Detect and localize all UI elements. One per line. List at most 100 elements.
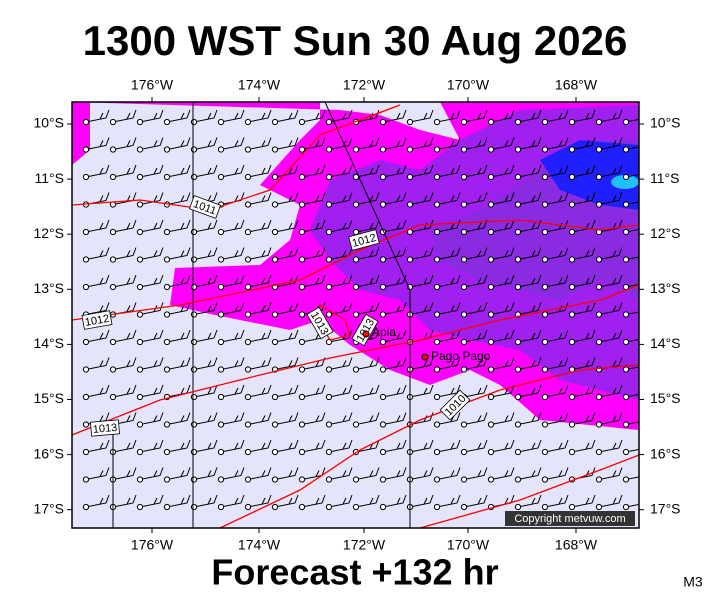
wind-barb [625, 311, 639, 315]
barb-station [433, 476, 441, 483]
subtitle: Forecast +132 hr [211, 552, 498, 593]
barb-station [433, 448, 441, 456]
barb-station [271, 228, 279, 236]
barb-station [595, 476, 603, 483]
wind-barb [409, 274, 434, 288]
isobar-label: 1012 [348, 229, 380, 251]
apia-marker [362, 330, 370, 338]
barb-station [460, 338, 468, 346]
lat-label: 15°S [33, 390, 64, 406]
lat-label: 17°S [650, 500, 681, 516]
barb-station [568, 256, 576, 263]
wind-barb [382, 494, 407, 508]
wind-barb [166, 274, 191, 288]
barb-station [244, 503, 252, 511]
wind-barb [301, 412, 326, 425]
map-frame [71, 101, 640, 529]
isobar-label: 1013 [90, 419, 120, 437]
wind-barb [112, 274, 137, 288]
wind-barb [517, 357, 542, 370]
wind-barb [625, 173, 639, 178]
barb-station [622, 173, 630, 181]
barb-station [433, 503, 441, 511]
barb-station [514, 146, 522, 153]
wind-barb [544, 219, 569, 233]
barb-station [433, 146, 441, 153]
barb-station [136, 476, 144, 483]
place-label: Apia [372, 325, 396, 339]
barb-station [352, 201, 360, 208]
wind-barb [85, 302, 110, 315]
wind-barb [193, 247, 218, 260]
barb-station [163, 283, 171, 291]
wind-barb [490, 274, 515, 288]
barb-station [460, 173, 468, 181]
barb-station [460, 201, 468, 208]
barb-station [298, 228, 306, 236]
wind-barb [220, 439, 245, 453]
barb-station [568, 503, 576, 511]
wind-barb [544, 274, 569, 288]
lon-label: 168°W [555, 537, 598, 553]
barb-station [244, 476, 252, 483]
place-label: Pago Pago [431, 349, 491, 363]
wind-barb [247, 467, 272, 480]
barb-station [487, 476, 495, 483]
wind-barb [220, 274, 245, 288]
wind-barb [517, 302, 542, 315]
wind-barb [544, 109, 569, 123]
barb-station [514, 448, 522, 456]
wind-barb [220, 219, 245, 233]
wind-barb [625, 118, 639, 123]
barb-station [595, 338, 603, 346]
barb-station [217, 283, 225, 291]
wind-barb [598, 384, 623, 398]
barb-station [190, 118, 198, 126]
wind-barb [112, 384, 137, 398]
barb-station [406, 201, 414, 208]
barb-station [622, 118, 630, 126]
wind-barb [409, 302, 434, 315]
wind-barb [463, 357, 488, 370]
wind-barb [436, 247, 461, 260]
wind-barb [301, 439, 326, 453]
barb-station [352, 366, 360, 373]
barb-station [82, 146, 90, 153]
wind-barb [193, 274, 218, 288]
barb-station [325, 173, 333, 181]
barb-station [595, 256, 603, 263]
wind-barb [193, 467, 218, 480]
barb-station [622, 201, 630, 208]
wind-barb [247, 164, 272, 178]
wind-barb [463, 219, 488, 233]
barb-station [325, 421, 333, 428]
isobar [72, 219, 639, 321]
barb-station [541, 118, 549, 126]
wind-barb [409, 247, 434, 260]
wind-barb [517, 164, 542, 178]
barb-station [622, 338, 630, 346]
barb-station [379, 476, 387, 483]
barb-station [487, 393, 495, 401]
wind-barb [382, 274, 407, 288]
barb-station [244, 201, 252, 208]
barb-station [595, 448, 603, 456]
wind-barb [571, 412, 596, 425]
barb-station [325, 476, 333, 483]
wind-barb [139, 494, 164, 508]
wind-barb [490, 247, 515, 260]
wind-barb [409, 219, 434, 233]
barb-station [217, 146, 225, 153]
wind-barb [382, 357, 407, 370]
barb-station [217, 256, 225, 263]
barb-station [217, 228, 225, 236]
barb-station [298, 311, 306, 318]
wind-barb [436, 329, 461, 343]
isobar-label-text: 1013 [92, 422, 117, 436]
barb-station [514, 118, 522, 126]
wind-barb [274, 412, 299, 425]
wind-barb [328, 412, 353, 425]
barb-station [325, 503, 333, 511]
barb-station [595, 311, 603, 318]
wind-barb [355, 137, 380, 150]
